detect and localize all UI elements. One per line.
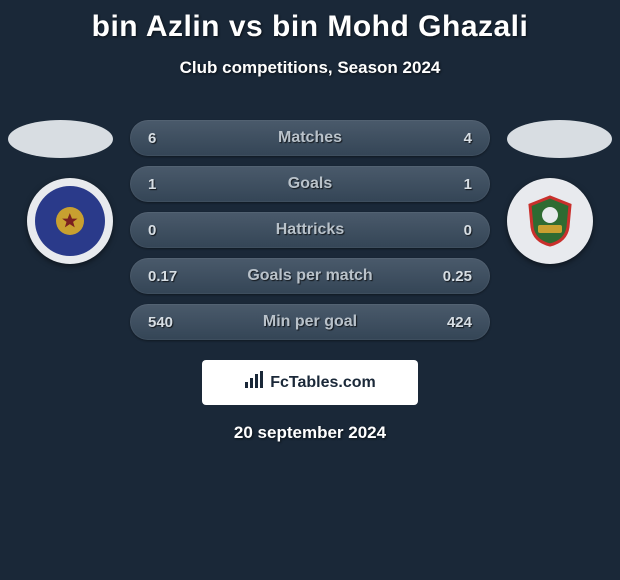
club-badge-right xyxy=(507,178,593,264)
stat-value-right: 424 xyxy=(447,314,472,331)
club-badge-right-icon xyxy=(515,186,585,256)
stat-value-right: 1 xyxy=(464,176,472,193)
stat-row: 0Hattricks0 xyxy=(130,212,490,248)
club-badge-left-icon xyxy=(35,186,105,256)
stats-table: 6Matches4 1Goals1 0Hattricks0 0.17Goals per… xyxy=(130,120,490,350)
stat-row: 1Goals1 xyxy=(130,166,490,202)
stat-label: Min per goal xyxy=(130,313,490,331)
stat-row: 0.17Goals per match0.25 xyxy=(130,258,490,294)
stat-label: Goals xyxy=(130,175,490,193)
subtitle: Club competitions, Season 2024 xyxy=(0,58,620,78)
player-left-silhouette xyxy=(8,120,113,158)
promo-text: FcTables.com xyxy=(270,374,376,392)
player-right-silhouette xyxy=(507,120,612,158)
stat-row: 6Matches4 xyxy=(130,120,490,156)
stat-label: Matches xyxy=(130,129,490,147)
page-title: bin Azlin vs bin Mohd Ghazali xyxy=(0,0,620,44)
footer-area: FcTables.com 20 september 2024 xyxy=(0,350,620,443)
comparison-card: bin Azlin vs bin Mohd Ghazali Club compe… xyxy=(0,0,620,580)
stat-value-right: 0.25 xyxy=(443,268,472,285)
stat-label: Hattricks xyxy=(130,221,490,239)
stat-value-right: 4 xyxy=(464,130,472,147)
date-line: 20 september 2024 xyxy=(0,423,620,443)
stat-value-right: 0 xyxy=(464,222,472,239)
chart-icon xyxy=(244,371,264,394)
club-badge-left xyxy=(27,178,113,264)
stat-label: Goals per match xyxy=(130,267,490,285)
stat-row: 540Min per goal424 xyxy=(130,304,490,340)
promo-box[interactable]: FcTables.com xyxy=(202,360,418,405)
